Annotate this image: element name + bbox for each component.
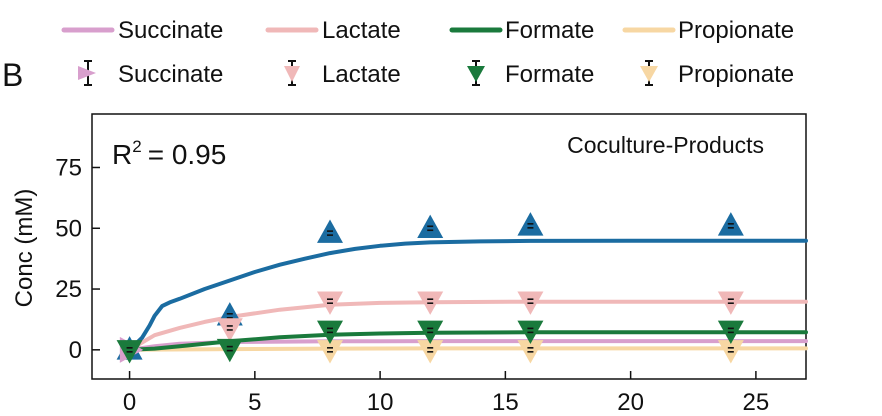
fit-line-unlabeled [127,238,808,352]
data-point-propionate [717,340,744,364]
legend-line-succinate-label: Succinate [118,17,223,44]
legend-lines-row: Succinate Lactate Formate Propionate [61,17,794,44]
legend-markers-row: Succinate Lactate Formate Pro [78,60,794,88]
legend: Succinate Lactate Formate Propionate Suc… [61,17,794,88]
fit-line-formate [127,330,808,352]
data-point-unlabeled [417,214,444,239]
fit-line-lactate [127,299,808,352]
r-squared-exponent: 2 [132,137,141,156]
y-tick-label: 0 [69,337,82,364]
data-point-formate [517,320,544,345]
fit-line-propionate [127,346,808,352]
triangle-down-icon [284,66,300,82]
y-tick-label: 25 [55,276,82,303]
legend-marker-succinate [78,60,96,86]
legend-marker-propionate-label: Propionate [678,61,794,88]
data-point-lactate [317,291,343,315]
x-tick-label: 15 [492,389,519,416]
panel-label: B [2,57,23,93]
legend-marker-lactate-label: Lactate [322,61,401,88]
y-axis-label: Conc (mM) [11,189,38,308]
data-points [116,212,744,364]
legend-marker-propionate [640,60,658,86]
x-tick-label: 25 [743,389,770,416]
data-point-unlabeled [317,219,343,243]
data-point-formate [116,340,143,364]
legend-line-formate-label: Formate [505,17,594,44]
triangle-down-icon [467,66,485,82]
triangle-right-icon [78,66,96,80]
data-point-unlabeled [517,212,544,236]
x-tick-label: 10 [367,389,394,416]
y-tick-label: 75 [55,154,82,181]
data-point-unlabeled [717,212,744,236]
legend-marker-lactate [284,60,300,86]
data-point-lactate [717,291,744,315]
y-tick-label: 50 [55,215,82,242]
data-point-formate [216,338,243,363]
x-tick-label: 20 [617,389,644,416]
plot-area: 0 5 10 15 20 25 0 25 50 75 R2 = 0.95 Coculture-Pr… [55,113,808,416]
data-point-propionate [417,340,444,364]
data-point-propionate [317,340,343,364]
triangle-down-icon [640,66,658,82]
legend-line-lactate-label: Lactate [322,17,401,44]
x-tick-label: 0 [123,389,136,416]
r-squared-annotation: R2 = 0.95 [112,137,226,170]
fit-curves [127,238,808,352]
data-point-formate [717,320,744,345]
x-axis-ticks: 0 5 10 15 20 25 [123,371,769,416]
data-point-lactate [517,291,544,315]
r-squared-base: R [112,139,132,170]
data-point-formate [417,320,444,345]
legend-marker-formate-label: Formate [505,61,594,88]
data-point-propionate [517,340,544,364]
legend-marker-succinate-label: Succinate [118,61,223,88]
y-axis-ticks: 0 25 50 75 [55,154,100,364]
data-point-formate [317,320,343,345]
legend-marker-formate [467,60,485,86]
data-point-lactate [417,291,444,315]
data-point-lactate [216,318,243,342]
plot-frame [91,113,807,380]
panel-title: Coculture-Products [567,132,764,158]
r-squared-value: = 0.95 [148,139,227,170]
legend-line-propionate-label: Propionate [678,17,794,44]
x-tick-label: 5 [248,389,261,416]
